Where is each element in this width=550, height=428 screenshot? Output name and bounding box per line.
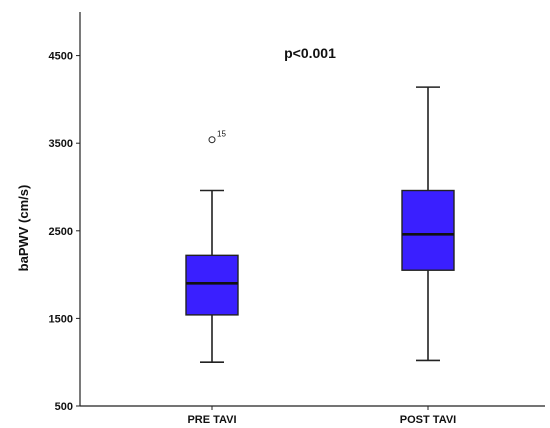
x-category-label: POST TAVI [400,414,456,426]
y-tick-label: 1500 [49,313,73,325]
box-group: 15 [185,130,239,364]
y-axis: 500 1500 2500 3500 4500 [49,12,81,413]
y-tick-label: 500 [55,401,73,413]
x-category-label: PRE TAVI [187,414,236,426]
y-tick-label: 3500 [49,138,73,150]
y-tick-label: 2500 [49,226,73,238]
box-series: 15 [185,86,455,364]
box [401,189,455,271]
x-axis: PRE TAVI POST TAVI [80,405,545,426]
box-group [401,86,455,362]
y-tick-label: 4500 [49,51,73,63]
outlier-point [208,136,216,144]
outlier-label: 15 [217,130,226,139]
p-value-annotation: p<0.001 [284,45,336,61]
box [185,254,239,316]
y-axis-title: baPWV (cm/s) [16,185,31,272]
